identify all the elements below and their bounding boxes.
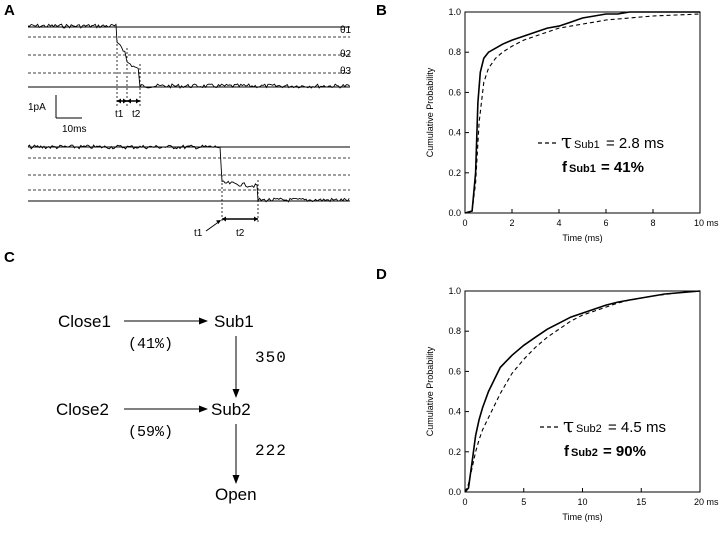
panel-d-y-tick-label: 0.8 [448, 326, 461, 336]
state-sub1: Sub1 [214, 312, 254, 331]
arrow-close2-sub2-head [199, 405, 208, 413]
theta1-label: θ1 [340, 25, 352, 36]
panel-d-x-tick-label: 5 [521, 497, 526, 507]
panel-a-top-trace-group: θ1 θ2 θ3 t1 t2 [27, 23, 352, 120]
arrow-sub1-sub2-head [232, 389, 240, 398]
panel-d-legend-tau-symbol: τ [563, 413, 574, 437]
panel-d-legend-tau-subscript: Sub2 [576, 423, 602, 435]
scale-bar-current-label: 1pA [28, 102, 46, 113]
rate-sub2-open: 222 [255, 442, 287, 460]
panel-a-bottom-trace-group: t1 t2 [27, 144, 350, 239]
panel-b-legend-tau-value: = 2.8 ms [606, 135, 664, 152]
panel-b-legend-tau-subscript: Sub1 [574, 139, 600, 151]
top-current-trace [27, 23, 350, 89]
top-t1-label: t1 [115, 109, 124, 120]
fraction-close1-sub1: (41%) [128, 336, 173, 353]
panel-b-plot-frame [464, 11, 701, 214]
panel-d-legend-f-value: = 90% [603, 443, 646, 460]
fraction-close2-sub2: (59%) [128, 424, 173, 441]
panel-d-x-tick-label: 10 [577, 497, 587, 507]
panel-b-y-tick-label: 0.0 [448, 208, 461, 218]
panel-d-y-tick-label: 0.2 [448, 447, 461, 457]
panel-b-x-tick-label: 6 [603, 218, 608, 228]
panel-d-plot-frame [464, 290, 701, 493]
panel-d-x-tick-label: 20 ms [694, 497, 719, 507]
panel-b-x-axis-label: Time (ms) [562, 233, 602, 243]
panel-d-x-tick-label: 0 [462, 497, 467, 507]
state-sub2: Sub2 [211, 400, 251, 419]
panel-d-y-tick-label: 0.0 [448, 487, 461, 497]
panel-d-x-tick-label: 15 [636, 497, 646, 507]
panel-b-legend-f-subscript: Sub1 [569, 163, 596, 175]
panel-d-x-axis-label: Time (ms) [562, 512, 602, 522]
panel-b-legend-f-symbol: f [562, 159, 568, 176]
scale-bar-time-label: 10ms [62, 124, 86, 135]
state-close2: Close2 [56, 400, 109, 419]
panel-b-y-tick-label: 0.8 [448, 47, 461, 57]
panel-b-y-axis-label: Cumulative Probability [425, 67, 435, 157]
kinetic-scheme: Close1 Sub1 (41%) 350 Close2 Sub2 (59%) … [56, 312, 287, 504]
rate-sub1-sub2: 350 [255, 349, 287, 367]
bottom-current-trace [27, 144, 350, 203]
panel-b-y-tick-label: 0.2 [448, 168, 461, 178]
panel-c-letter: C [4, 249, 15, 266]
panel-b-x-tick-label: 8 [650, 218, 655, 228]
panel-d-solid-cumulative-line [464, 290, 701, 493]
bottom-arrowheads [222, 216, 258, 222]
panel-b-chart: 0.0 0.2 0.4 0.6 0.8 1.0 0 2 4 6 8 10 ms Time (ms) Cum… [425, 7, 719, 243]
panel-b-legend-f-value: = 41% [601, 159, 644, 176]
arrow-sub2-open-head [232, 475, 240, 484]
panel-b-y-tick-label: 1.0 [448, 7, 461, 17]
panel-b-dashed-cumulative-line [464, 13, 701, 214]
panel-d-legend-f-symbol: f [564, 443, 570, 460]
panel-d-y-tick-label: 0.4 [448, 407, 461, 417]
panel-d-y-tick-label: 0.6 [448, 366, 461, 376]
theta3-label: θ3 [340, 66, 352, 77]
arrow-close1-sub1-head [199, 317, 208, 325]
state-open: Open [215, 485, 257, 504]
bottom-t1-pointer-head [216, 220, 221, 224]
panel-b-x-tick-label: 0 [462, 218, 467, 228]
panel-b-solid-cumulative-line [464, 11, 700, 214]
panel-d-letter: D [376, 266, 387, 283]
panel-a-letter: A [4, 2, 15, 19]
panel-d-chart: 0.0 0.2 0.4 0.6 0.8 1.0 0 5 10 15 20 ms Time (ms) Cu… [425, 286, 719, 522]
panel-d-y-axis-label: Cumulative Probability [425, 346, 435, 436]
panel-b-x-tick-label: 10 ms [694, 218, 719, 228]
panel-d-legend-tau-value: = 4.5 ms [608, 419, 666, 436]
scale-bar: 1pA 10ms [28, 95, 86, 135]
theta2-label: θ2 [340, 49, 352, 60]
panel-b-legend-tau-symbol: τ [561, 129, 572, 153]
bottom-t1-label: t1 [194, 228, 203, 239]
panel-d-y-tick-label: 1.0 [448, 286, 461, 296]
panel-b-y-tick-label: 0.4 [448, 128, 461, 138]
panel-d-legend-f-subscript: Sub2 [571, 447, 598, 459]
panel-b-y-tick-label: 0.6 [448, 87, 461, 97]
panel-b-letter: B [376, 2, 387, 19]
panel-d-dashed-cumulative-line [464, 290, 701, 493]
panel-b-x-tick-label: 4 [556, 218, 561, 228]
panel-b-x-tick-label: 2 [509, 218, 514, 228]
top-t2-label: t2 [132, 109, 141, 120]
top-arrowheads [117, 98, 140, 104]
bottom-t2-label: t2 [236, 228, 245, 239]
state-close1: Close1 [58, 312, 111, 331]
